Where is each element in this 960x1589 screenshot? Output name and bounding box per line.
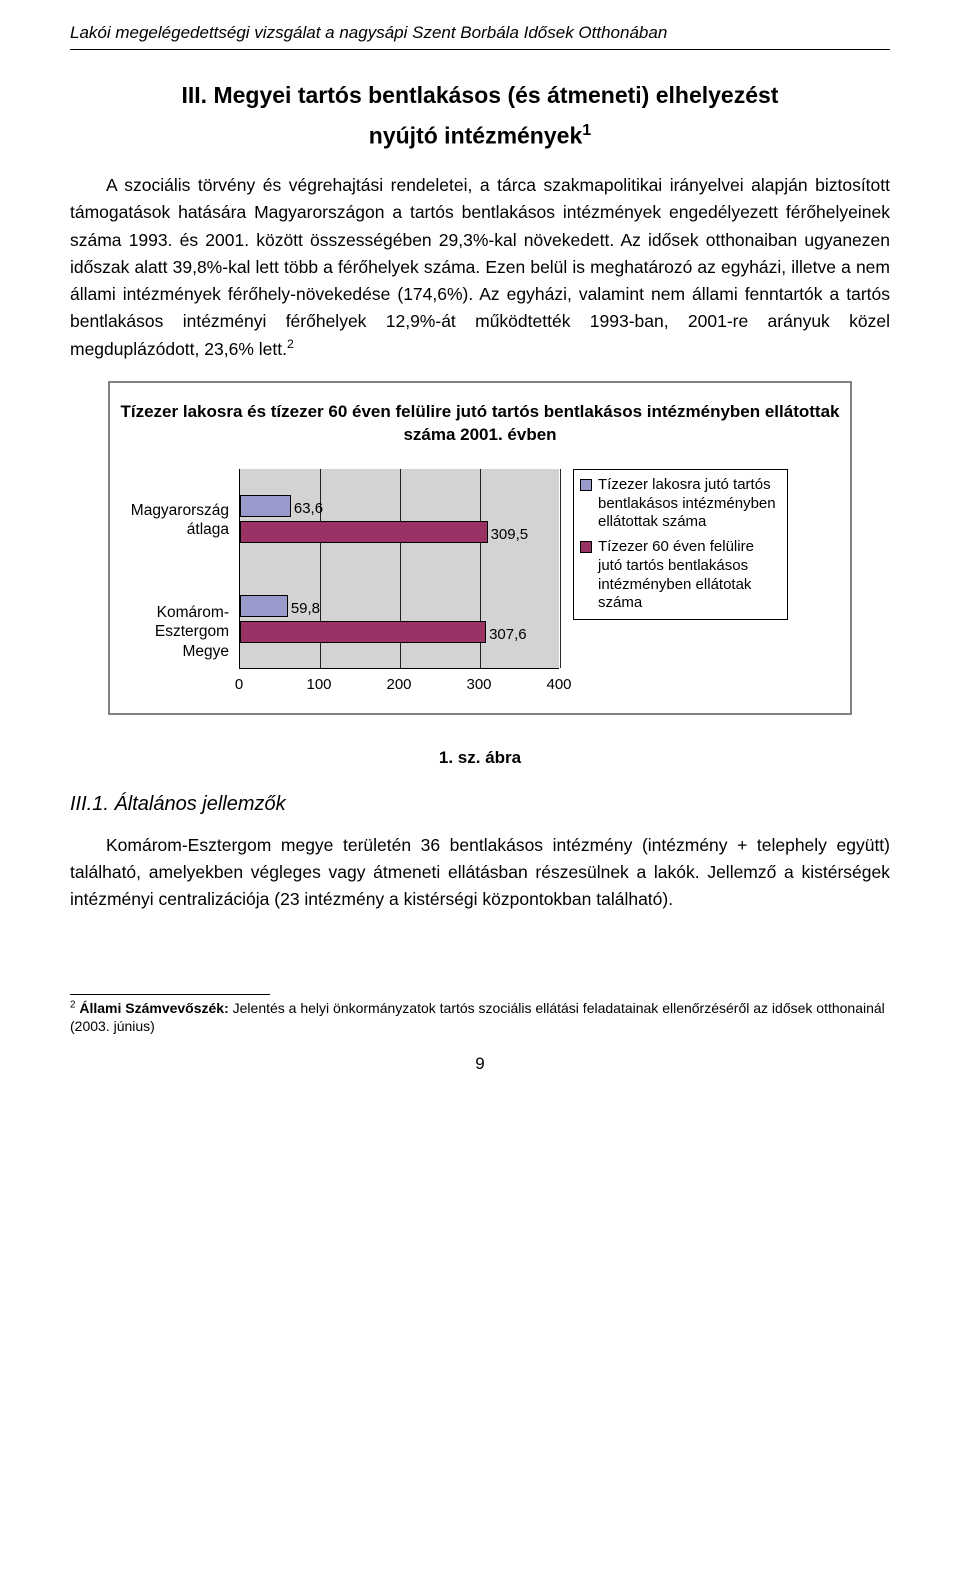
figure-caption: 1. sz. ábra: [70, 745, 890, 771]
xtick-200: 200: [386, 673, 411, 696]
paragraph-1: A szociális törvény és végrehajtási rend…: [70, 172, 890, 363]
page-number: 9: [70, 1051, 890, 1077]
footnote-sup: 2: [70, 999, 75, 1010]
legend-swatch-0: [580, 479, 592, 491]
bar-label-1-1: 307,6: [485, 623, 527, 646]
legend-swatch-1: [580, 541, 592, 553]
section-title-line1: III. Megyei tartós bentlakásos (és átmen…: [70, 78, 890, 114]
chart-title: Tízezer lakosra és tízezer 60 éven felül…: [120, 401, 840, 447]
footnote-separator: [70, 994, 270, 995]
legend-label-0: Tízezer lakosra jutó tartós bentlakásos …: [598, 476, 781, 532]
chart-x-axis: 0100200300400: [239, 673, 559, 693]
bar-label-0-0: 63,6: [290, 497, 323, 520]
xtick-100: 100: [306, 673, 331, 696]
chart-legend: Tízezer lakosra jutó tartós bentlakásos …: [573, 469, 788, 620]
xtick-300: 300: [466, 673, 491, 696]
bar-0-0: 63,6: [240, 495, 291, 517]
paragraph-1-text: A szociális törvény és végrehajtási rend…: [70, 175, 890, 359]
legend-item-0: Tízezer lakosra jutó tartós bentlakásos …: [580, 476, 781, 532]
chart-plot-area: 63,6309,559,8307,6: [239, 469, 559, 669]
chart-category-1: Komárom-Esztergom Megye: [120, 603, 229, 661]
chart-body: Magyarország átlaga Komárom-Esztergom Me…: [120, 469, 840, 693]
footnote-bold: Állami Számvevőszék:: [79, 1000, 228, 1016]
bar-0-1: 309,5: [240, 521, 488, 543]
bar-1-1: 307,6: [240, 621, 486, 643]
xtick-0: 0: [235, 673, 243, 696]
bar-label-1-0: 59,8: [287, 597, 320, 620]
section-title-sup: 1: [582, 121, 591, 139]
chart-category-0: Magyarország átlaga: [120, 501, 229, 540]
chart-container: Tízezer lakosra és tízezer 60 éven felül…: [108, 381, 852, 715]
bar-1-0: 59,8: [240, 595, 288, 617]
paragraph-1-sup: 2: [287, 337, 294, 351]
bar-label-0-1: 309,5: [487, 523, 529, 546]
chart-plot-wrap: 63,6309,559,8307,6 0100200300400: [239, 469, 559, 693]
footnote: 2 Állami Számvevőszék: Jelentés a helyi …: [70, 999, 890, 1035]
section-title-line2-text: nyújtó intézmények: [369, 123, 582, 149]
page-header: Lakói megelégedettségi vizsgálat a nagys…: [70, 20, 890, 50]
paragraph-2: Komárom-Esztergom megye területén 36 ben…: [70, 832, 890, 913]
legend-item-1: Tízezer 60 éven felülire jutó tartós ben…: [580, 538, 781, 613]
chart-category-labels: Magyarország átlaga Komárom-Esztergom Me…: [120, 469, 235, 693]
xtick-400: 400: [546, 673, 571, 696]
section-title-line2: nyújtó intézmények1: [70, 118, 890, 154]
legend-label-1: Tízezer 60 éven felülire jutó tartós ben…: [598, 538, 781, 613]
subheading: III.1. Általános jellemzők: [70, 789, 890, 820]
